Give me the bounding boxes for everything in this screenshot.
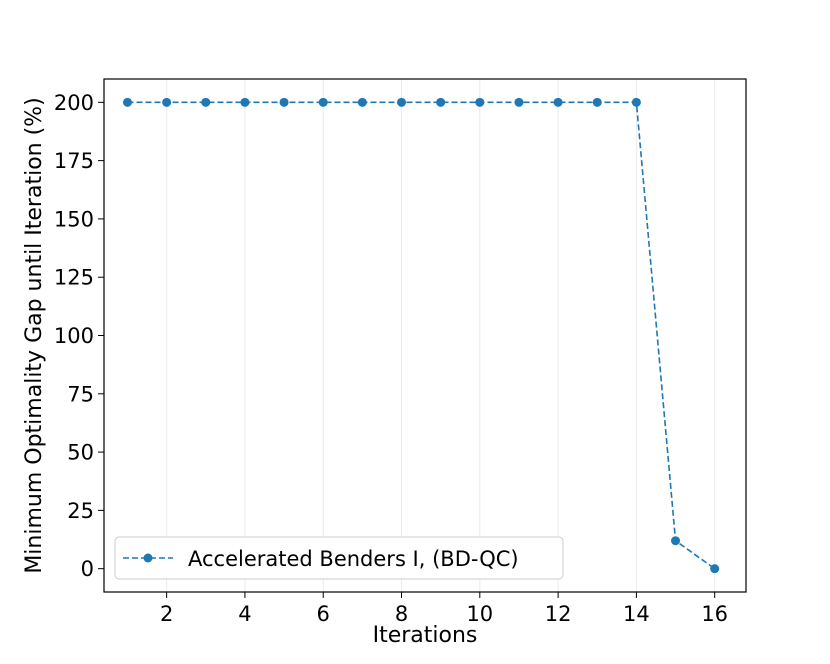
data-point: [671, 536, 681, 546]
data-point: [201, 97, 211, 107]
data-point: [279, 97, 289, 107]
legend: Accelerated Benders I, (BD-QC): [114, 536, 564, 580]
y-tick-label: 50: [67, 441, 94, 465]
x-tick-label: 8: [395, 602, 408, 626]
y-tick-label: 175: [54, 149, 94, 173]
legend-marker: [143, 553, 153, 563]
series-line: [127, 101, 716, 570]
data-point: [162, 97, 172, 107]
x-tick-label: 10: [466, 602, 493, 626]
legend-label: Accelerated Benders I, (BD-QC): [188, 547, 519, 571]
x-tick-label: 12: [545, 602, 572, 626]
data-point: [710, 564, 720, 574]
y-axis-label: Minimum Optimality Gap until Iteration (…: [22, 97, 47, 573]
x-tick-label: 14: [623, 602, 650, 626]
data-point: [475, 97, 485, 107]
y-tick-label: 125: [54, 266, 94, 290]
legend-box: [114, 536, 564, 580]
y-tick-label: 100: [54, 324, 94, 348]
data-point: [553, 97, 563, 107]
data-point: [592, 97, 602, 107]
x-tick-label: 6: [317, 602, 330, 626]
y-tick-label: 200: [54, 91, 94, 115]
y-tick-label: 75: [67, 382, 94, 406]
data-point: [631, 97, 641, 107]
y-axis-ticks: 0 25 50 75 100 125 150 175 200: [54, 91, 104, 581]
x-tick-label: 4: [238, 602, 251, 626]
data-point: [436, 97, 446, 107]
data-point: [397, 97, 407, 107]
x-axis-ticks: 2 4 6 8 10 12 14 16: [160, 592, 728, 626]
y-tick-label: 0: [81, 557, 94, 581]
x-tick-label: 16: [701, 602, 728, 626]
data-point: [357, 97, 367, 107]
y-tick-label: 25: [67, 499, 94, 523]
plot-frame: [103, 78, 747, 593]
x-axis-label: Iterations: [373, 623, 478, 648]
data-point: [514, 97, 524, 107]
data-point: [240, 97, 250, 107]
data-point: [318, 97, 328, 107]
series-layer: [122, 97, 720, 574]
x-tick-label: 2: [160, 602, 173, 626]
grid: [166, 79, 716, 592]
y-tick-label: 150: [54, 207, 94, 231]
data-point: [122, 97, 132, 107]
